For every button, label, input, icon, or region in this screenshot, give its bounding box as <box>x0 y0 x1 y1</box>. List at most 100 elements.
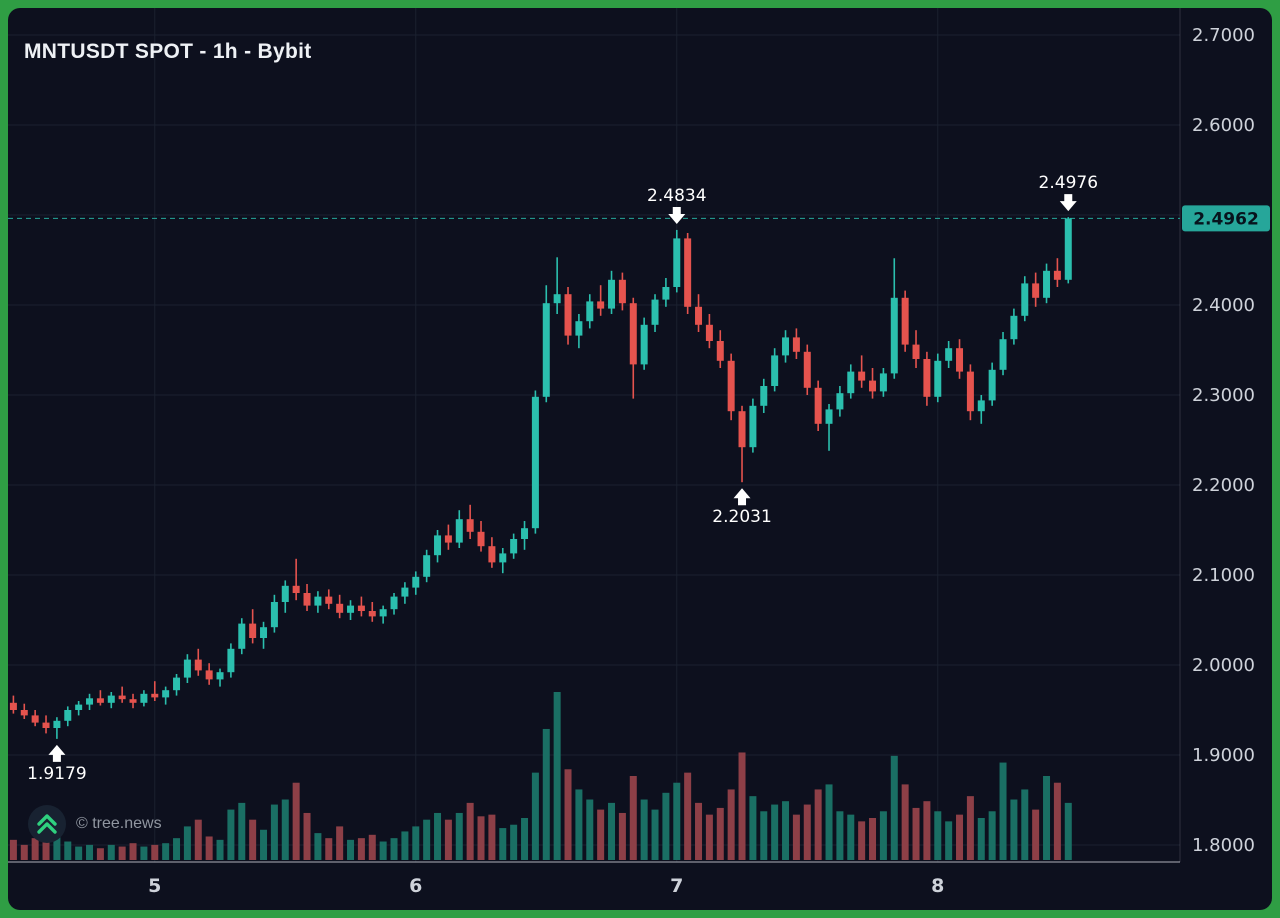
volume-bar <box>803 804 811 860</box>
candle <box>390 596 398 610</box>
volume-bar <box>705 814 713 860</box>
volume-bar <box>129 843 137 860</box>
volume-bar <box>455 812 463 860</box>
volume-bar <box>216 839 224 860</box>
volume-bar <box>9 839 17 860</box>
last-price-badge-bg <box>1182 205 1270 232</box>
candle <box>934 360 942 397</box>
candle <box>379 609 387 617</box>
volume-bar <box>1053 782 1061 860</box>
candle <box>836 393 844 410</box>
candle <box>336 603 344 613</box>
candle <box>238 623 246 649</box>
candle <box>1053 270 1061 280</box>
candle <box>173 677 181 691</box>
candle <box>357 605 365 611</box>
candle <box>1032 283 1040 298</box>
candle <box>499 553 507 563</box>
candle <box>488 546 496 563</box>
volume-bar <box>510 824 518 860</box>
volume-bar <box>836 811 844 860</box>
candle <box>966 371 974 412</box>
volume-bar <box>814 789 822 860</box>
volume-bar <box>608 802 616 860</box>
candle <box>825 409 833 424</box>
candle <box>270 602 278 628</box>
candle <box>749 405 757 448</box>
volume-bar <box>521 818 529 860</box>
candle <box>423 555 431 577</box>
candle <box>325 596 333 604</box>
volume-bar <box>890 755 898 860</box>
candle <box>183 659 191 678</box>
volume-bar <box>977 818 985 860</box>
candle <box>597 301 605 309</box>
price-tick-label: 2.6000 <box>1192 115 1255 136</box>
candle <box>531 396 539 529</box>
chart-panel: 1.9179 2.4834 2.2031 2.4976 2.7000 2.6000 2.40… <box>8 8 1272 910</box>
candle <box>553 294 561 304</box>
volume-bar <box>542 728 550 860</box>
candle <box>510 539 518 554</box>
volume-bar <box>988 811 996 860</box>
candle <box>814 387 822 424</box>
volume-bar <box>20 844 28 860</box>
candle <box>303 593 311 606</box>
candle <box>401 587 409 597</box>
candle <box>151 693 159 698</box>
candle <box>956 348 964 372</box>
candle <box>803 351 811 388</box>
candle <box>75 704 83 710</box>
candles-layer <box>9 217 1072 739</box>
volume-bar <box>53 831 61 860</box>
volume-bar <box>564 769 572 860</box>
candle <box>434 535 442 556</box>
price-tick-label: 2.4000 <box>1192 295 1255 316</box>
time-tick-label: 6 <box>409 875 422 897</box>
candle <box>608 279 616 309</box>
price-tick-label: 2.0000 <box>1192 655 1255 676</box>
volume-bar <box>183 826 191 860</box>
candle <box>847 371 855 394</box>
candlestick-chart: 1.9179 2.4834 2.2031 2.4976 2.7000 2.6000 2.40… <box>8 8 1270 897</box>
volume-bar <box>466 802 474 860</box>
volume-bar <box>651 809 659 860</box>
volume-bar <box>575 789 583 860</box>
candle <box>129 699 137 703</box>
volume-bar <box>727 789 735 860</box>
volume-bar <box>336 826 344 860</box>
candle <box>890 297 898 374</box>
volume-bar <box>771 804 779 860</box>
candle <box>640 324 648 365</box>
candle <box>205 670 213 680</box>
annotation-label: 1.9179 <box>27 764 86 784</box>
volume-bar <box>270 804 278 860</box>
annotation: 2.4976 <box>1039 173 1098 212</box>
candle <box>673 238 681 287</box>
watermark: © tree.news <box>28 805 162 843</box>
volume-bar <box>292 782 300 860</box>
last-price-label: 2.4962 <box>1193 209 1259 229</box>
candle <box>999 339 1007 370</box>
candle <box>629 303 637 365</box>
volume-bar <box>695 802 703 860</box>
candle <box>347 605 355 613</box>
volume-bar <box>640 799 648 860</box>
volume-bar <box>531 772 539 860</box>
volume-bar <box>227 809 235 860</box>
volume-bar <box>140 846 148 860</box>
candle <box>216 672 224 680</box>
candle <box>42 722 50 728</box>
candle <box>684 238 692 307</box>
candle <box>869 380 877 392</box>
volume-bar <box>412 826 420 860</box>
candle <box>738 411 746 448</box>
volume-bar <box>357 838 365 860</box>
candle <box>53 720 61 728</box>
candle <box>727 360 735 412</box>
candle <box>9 702 17 710</box>
volume-bar <box>325 838 333 860</box>
volume-bar <box>858 821 866 860</box>
tree-news-logo-icon <box>28 805 66 843</box>
annotation: 1.9179 <box>27 744 87 784</box>
